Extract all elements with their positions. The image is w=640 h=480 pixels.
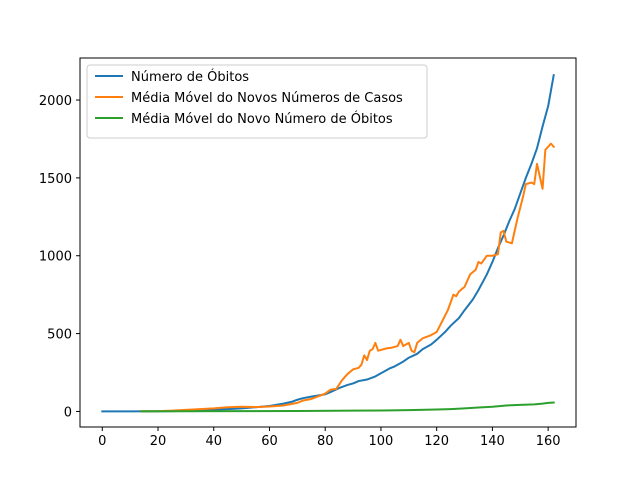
x-tick-label: 100 <box>369 434 394 449</box>
x-tick-label: 60 <box>261 434 278 449</box>
legend-box <box>86 64 428 139</box>
x-tick-label: 0 <box>98 434 106 449</box>
legend-label-2: Média Móvel do Novos Números de Casos <box>131 91 403 106</box>
legend-label-3: Média Móvel do Novo Número de Óbitos <box>131 111 393 127</box>
axes: 0 20 40 60 80 100 120 140 160 0 500 1000 1500 2000 <box>39 57 577 449</box>
x-tick-label: 80 <box>317 434 334 449</box>
series-line-2 <box>140 142 556 413</box>
legend: Número de Óbitos Média Móvel do Novos Núm… <box>86 64 428 139</box>
y-tick-label: 500 <box>47 328 72 343</box>
y-tick-label: 1000 <box>39 250 72 265</box>
axes-frame <box>79 57 577 428</box>
x-tick-label: 120 <box>424 434 449 449</box>
x-tick-label: 20 <box>150 434 167 449</box>
x-tick-label: 40 <box>205 434 222 449</box>
y-tick-label: 0 <box>64 405 72 420</box>
series-line-3 <box>140 401 555 413</box>
x-tick-label: 140 <box>480 434 505 449</box>
x-tick-label: 160 <box>536 434 561 449</box>
y-tick-label: 2000 <box>39 94 72 109</box>
y-tick-label: 1500 <box>39 172 72 187</box>
legend-label-1: Número de Óbitos <box>131 69 249 85</box>
plot-area <box>101 73 556 413</box>
